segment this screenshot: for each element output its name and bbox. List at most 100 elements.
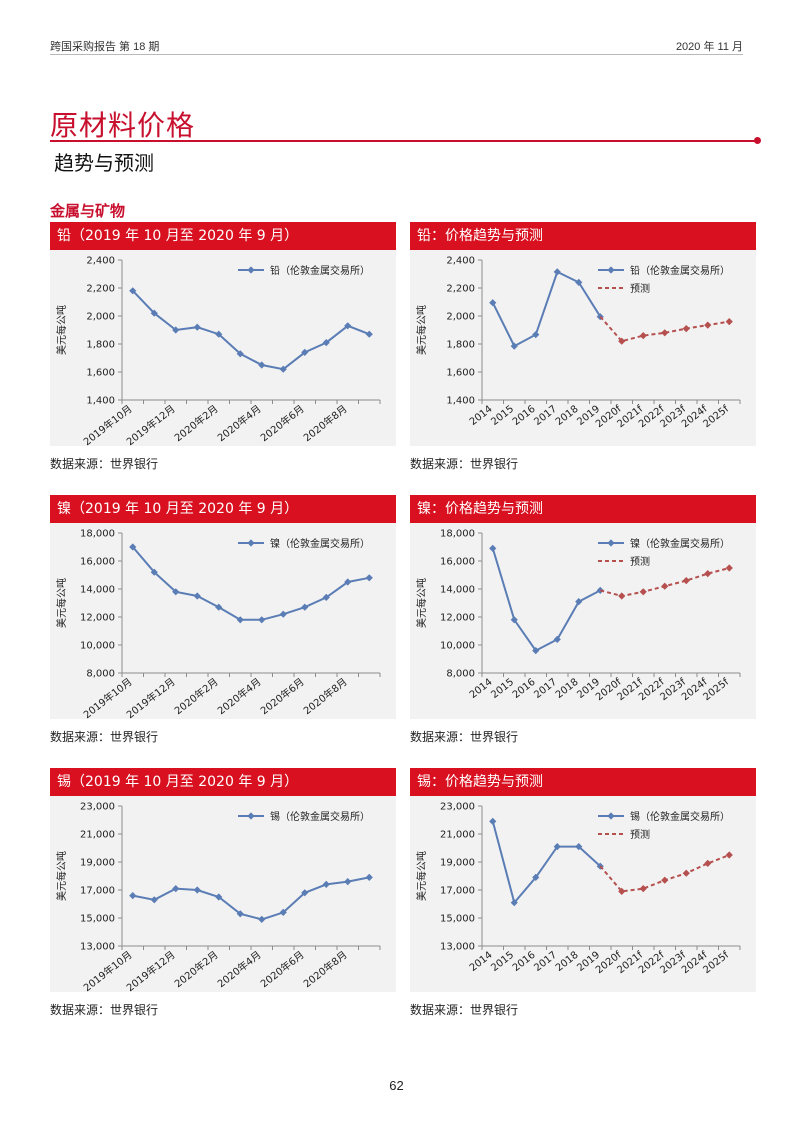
x-tick-label: 2025f (701, 403, 731, 430)
y-tick-label: 1,800 (446, 340, 475, 351)
page-title: 原材料价格 (50, 109, 196, 142)
y-tick-label: 12,000 (440, 613, 475, 624)
legend-label: 预测 (630, 555, 650, 568)
forecast-point (682, 325, 690, 333)
y-tick-label: 2,000 (446, 312, 475, 323)
data-point (258, 616, 266, 624)
chart-title: 锡（2019 年 10 月至 2020 年 9 月） (50, 768, 396, 796)
y-axis-label: 美元每公吨 (55, 578, 68, 628)
forecast-point (661, 329, 669, 337)
x-tick-label: 2025f (701, 949, 731, 976)
x-tick-label: 2014 (468, 677, 495, 701)
title-rule-dot (754, 137, 761, 144)
y-tick-label: 10,000 (440, 641, 475, 652)
page-number: 62 (389, 1078, 404, 1093)
data-point (279, 908, 287, 916)
series-line (491, 821, 601, 905)
x-tick-label: 2017 (532, 950, 559, 974)
x-tick-label: 2015 (489, 950, 516, 974)
x-tick-label: 2020年8月 (301, 675, 350, 717)
forecast-point (618, 337, 626, 345)
y-tick-label: 15,000 (440, 914, 475, 925)
x-tick-label: 2020年6月 (258, 402, 307, 444)
y-tick-label: 19,000 (80, 858, 115, 869)
chart-title: 铅：价格趋势与预测 (410, 222, 756, 250)
forecast-point (639, 332, 647, 340)
chart-panel-nickel-monthly: 镍（2019 年 10 月至 2020 年 9 月） 8,000 10,000 12… (50, 495, 396, 745)
data-point (553, 268, 561, 276)
forecast-point (704, 859, 712, 867)
forecast-line (599, 854, 730, 893)
y-tick-label: 15,000 (80, 914, 115, 925)
y-tick-label: 16,000 (80, 557, 115, 568)
data-point (344, 878, 352, 886)
data-point (365, 330, 373, 338)
y-tick-label: 21,000 (440, 830, 475, 841)
y-tick-label: 21,000 (80, 830, 115, 841)
y-axis-label: 美元每公吨 (415, 851, 428, 901)
legend-marker (247, 539, 255, 547)
chart-tin-annual: 13,000 15,000 17,000 19,000 21,000 23,000 2014… (415, 802, 741, 976)
series-line (491, 270, 602, 348)
data-point (510, 342, 518, 350)
x-tick-label: 2020年6月 (258, 675, 307, 717)
forecast-point (618, 592, 626, 600)
x-tick-label: 2020年4月 (215, 948, 264, 990)
y-tick-label: 10,000 (80, 641, 115, 652)
x-tick-label: 2018 (554, 677, 581, 701)
legend-label: 锡（伦敦金属交易所） (270, 810, 370, 823)
data-point (279, 365, 287, 373)
y-tick-label: 13,000 (80, 942, 115, 953)
series-line (132, 290, 370, 371)
y-tick-label: 14,000 (440, 585, 475, 596)
chart-nickel-monthly: 8,000 10,000 12,000 14,000 16,000 18,000 2019年… (55, 529, 381, 719)
data-point (129, 543, 137, 551)
chart-source: 数据来源：世界银行 (410, 457, 519, 471)
x-tick-label: 2017 (532, 677, 559, 701)
data-point (236, 616, 244, 624)
x-tick-label: 2015 (489, 404, 516, 428)
x-tick-label: 2019年12月 (124, 402, 178, 446)
forecast-point (639, 885, 647, 893)
data-point (258, 915, 266, 923)
x-tick-label: 2020年2月 (172, 675, 221, 717)
y-tick-label: 8,000 (446, 669, 475, 680)
legend-label: 铅（伦敦金属交易所） (270, 264, 370, 277)
y-tick-label: 1,400 (86, 396, 115, 407)
y-axis-label: 美元每公吨 (55, 851, 68, 901)
legend-label: 镍（伦敦金属交易所） (630, 537, 730, 550)
x-tick-label: 2014 (468, 950, 495, 974)
y-axis-label: 美元每公吨 (55, 305, 68, 355)
x-tick-label: 2020年8月 (301, 402, 350, 444)
y-tick-label: 23,000 (80, 802, 115, 813)
forecast-point (725, 851, 733, 859)
legend-label: 锡（伦敦金属交易所） (630, 810, 730, 823)
data-point (129, 892, 137, 900)
data-point (344, 322, 352, 330)
y-tick-label: 2,200 (86, 284, 115, 295)
y-tick-label: 18,000 (440, 529, 475, 540)
chart-panel-nickel-annual: 镍：价格趋势与预测 8,000 10,000 12,000 14,000 16,000 1… (410, 495, 756, 745)
legend-label: 预测 (630, 282, 650, 295)
x-tick-label: 2020年4月 (215, 675, 264, 717)
data-point (215, 893, 223, 901)
chart-source: 数据来源：世界银行 (410, 1003, 519, 1017)
y-tick-label: 2,400 (86, 256, 115, 267)
section-heading: 金属与矿物 (50, 202, 126, 220)
chart-nickel-annual: 8,000 10,000 12,000 14,000 16,000 18,000 2014 2… (415, 529, 741, 703)
legend-label: 铅（伦敦金属交易所） (630, 264, 730, 277)
data-point (193, 323, 201, 331)
x-tick-label: 2025f (701, 676, 731, 703)
y-tick-label: 16,000 (440, 557, 475, 568)
data-point (301, 889, 309, 897)
x-tick-label: 2018 (554, 404, 581, 428)
y-tick-label: 2,200 (446, 284, 475, 295)
data-point (258, 361, 266, 369)
forecast-point (704, 570, 712, 578)
legend-marker (607, 266, 615, 274)
y-tick-label: 1,400 (446, 396, 475, 407)
data-point (532, 331, 540, 339)
x-tick-label: 2020年2月 (172, 402, 221, 444)
chart-title: 镍（2019 年 10 月至 2020 年 9 月） (50, 495, 396, 523)
y-tick-label: 19,000 (440, 858, 475, 869)
